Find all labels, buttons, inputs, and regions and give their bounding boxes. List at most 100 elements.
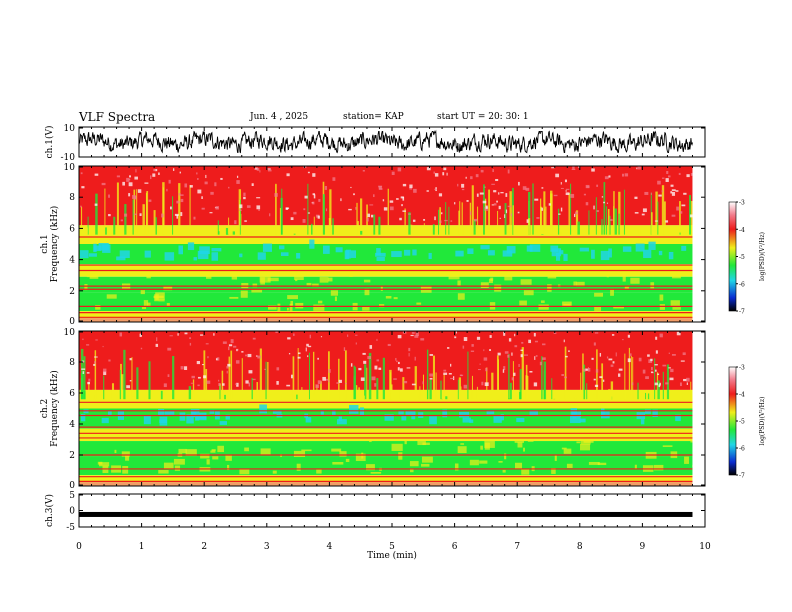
ch1-spectrogram-spike	[132, 199, 134, 235]
ch2-spectrogram-speck	[565, 355, 568, 358]
ch2-spectrogram-spike	[508, 353, 510, 400]
ch2-spectrogram-spike	[647, 393, 650, 400]
ch1-spectrogram-spike	[107, 229, 110, 235]
ch2-spectrogram-ylabel: Frequency (kHz)	[49, 370, 60, 447]
ch1-spectrogram-speck	[634, 196, 638, 199]
ch1-spectrogram-speck	[505, 193, 508, 197]
ch1-spectrogram-speck	[132, 194, 136, 199]
ch2-spectrogram-speckle	[417, 437, 426, 446]
ch1-spectrogram-spike	[81, 206, 83, 235]
ch2-spectrogram-speck	[462, 345, 465, 349]
ch2-spectrogram-speck	[81, 368, 86, 370]
ch1-spectrogram-speck	[210, 191, 214, 195]
ch2-spectrogram-speck	[683, 378, 687, 382]
ch2-spectrogram-spike	[123, 349, 126, 400]
ch1-spectrogram-spike	[357, 221, 359, 235]
ch2-spectrogram-speckle	[391, 443, 403, 451]
ch2-spectrogram-patch	[469, 419, 474, 423]
ch1-spectrogram-speck	[243, 192, 246, 197]
ch2-spectrogram-speckle	[421, 456, 433, 463]
ch1-spectrogram-patch	[681, 245, 687, 251]
ch1-spectrogram-speck	[94, 173, 99, 176]
ch2-spectrogram-spike	[344, 350, 347, 400]
ch1-spectrogram-spike	[679, 201, 681, 235]
ch2-colorbar-tick-label: -7	[739, 473, 745, 480]
ch1-spectrogram-patch	[211, 248, 222, 252]
ch1-spectrogram-spike	[293, 233, 296, 235]
ch2-spectrogram-speck	[502, 369, 505, 373]
ch1-spectrogram-spike	[483, 184, 485, 235]
ch2-spectrogram-spike	[583, 364, 586, 400]
ch1-spectrogram-speck	[174, 213, 179, 216]
ch2-spectrogram-spike	[316, 384, 318, 400]
ch1-spectrogram-speckle	[166, 302, 170, 307]
ch1-spectrogram-speck	[180, 194, 184, 196]
ch2-spectrogram-speckle	[345, 458, 350, 463]
ch2-spectrogram-spike	[432, 355, 436, 400]
ch1-spectrogram-speck	[193, 216, 196, 220]
ch2-spectrogram-speck	[483, 357, 488, 361]
ch2-spectrogram-spike	[465, 398, 468, 400]
ch1-spectrogram-spike	[667, 228, 669, 235]
ch1-spectrogram-spike	[225, 227, 229, 235]
ch2-spectrogram-speck	[662, 364, 667, 367]
ch2-spectrogram-patch	[158, 408, 165, 416]
ch1-spectrogram-speckle	[362, 306, 370, 311]
ch2-spectrogram-speck	[450, 377, 454, 380]
ch2-spectrogram-spike	[521, 347, 524, 400]
ch2-spectrogram-speck	[167, 347, 172, 351]
ch1-spectrogram-patch	[375, 252, 386, 257]
ch1-spectrogram-speck	[161, 213, 164, 218]
ch2-spectrogram-spike	[353, 376, 355, 400]
ch2-spectrogram-speck	[593, 342, 596, 346]
ch1-spectrogram-speckle	[670, 300, 680, 307]
ch1-spectrogram-spike	[438, 209, 440, 235]
ch2-spectrogram-speck	[200, 334, 204, 336]
ch1-spectrogram-spike	[461, 202, 463, 235]
ch1-spectrogram-speck	[661, 177, 665, 179]
ch1-spectrogram-speck	[441, 212, 443, 215]
ch1-spectrogram-speck	[541, 207, 543, 211]
ch1-spectrogram-speckle	[490, 277, 494, 282]
time-tick-label: 5	[389, 542, 395, 552]
ch1-spectrogram-speck	[476, 193, 479, 197]
ch2-spectrogram-panel: 0 2 4 6 8 10 ch.2 Frequency (kHz)	[40, 328, 706, 491]
ch1-spectrogram-spike	[145, 192, 147, 235]
ch1-spectrogram-gap	[692, 166, 705, 322]
ch2-spectrogram-speckle	[514, 462, 523, 469]
ch1-spectrogram-speck	[134, 176, 138, 180]
ch1-spectrogram-patch	[93, 245, 102, 251]
ch1-spectrogram-speck	[178, 193, 181, 196]
ch1-spectrogram-speckle	[364, 288, 370, 296]
ch1-spectrogram-speck	[267, 168, 271, 170]
ch2-spectrogram-speck	[627, 358, 631, 363]
ch2-spectrogram-spike	[552, 389, 555, 400]
ch1-spectrogram-speck	[228, 186, 230, 189]
ch2-spectrogram-speck	[336, 382, 339, 384]
ch2-spectrogram-speck	[360, 377, 365, 381]
ch2-spectrogram-spike	[429, 379, 432, 400]
ch2-spectrogram-speck	[422, 381, 424, 385]
ch2-spectrogram-spike	[601, 363, 604, 400]
ch2-spectrogram-speck	[396, 360, 398, 363]
ch2-spectrogram-speck	[201, 364, 204, 366]
ch1-spectrogram-patch	[529, 244, 541, 252]
ch1-spectrogram-speckle	[379, 304, 385, 308]
ch1-spectrogram-spike	[275, 183, 277, 235]
ch2-spectrogram-spike	[496, 355, 499, 400]
ch1-spectrogram-ytick-label: 2	[69, 287, 75, 297]
ch1-spectrogram-speck	[560, 187, 564, 189]
ch2-spectrogram-speck	[307, 355, 309, 358]
ch1-spectrogram-speckle	[504, 274, 513, 281]
ch1-spectrogram-speck	[152, 173, 156, 177]
ch1-spectrogram-speck	[397, 167, 402, 172]
ch2-spectrogram-speck	[668, 352, 670, 355]
ch1-spectrogram-speckle	[363, 279, 371, 283]
ch2-spectrogram-patch	[209, 409, 215, 414]
ch1-spectrogram-patch	[555, 252, 561, 261]
ch2-colorbar-bar	[728, 366, 737, 476]
ch1-spectrogram-patch	[88, 253, 97, 257]
ch2-spectrogram-speck	[489, 335, 492, 338]
ch2-spectrogram-speck	[612, 361, 615, 364]
ch2-spectrogram-speck	[393, 378, 397, 380]
